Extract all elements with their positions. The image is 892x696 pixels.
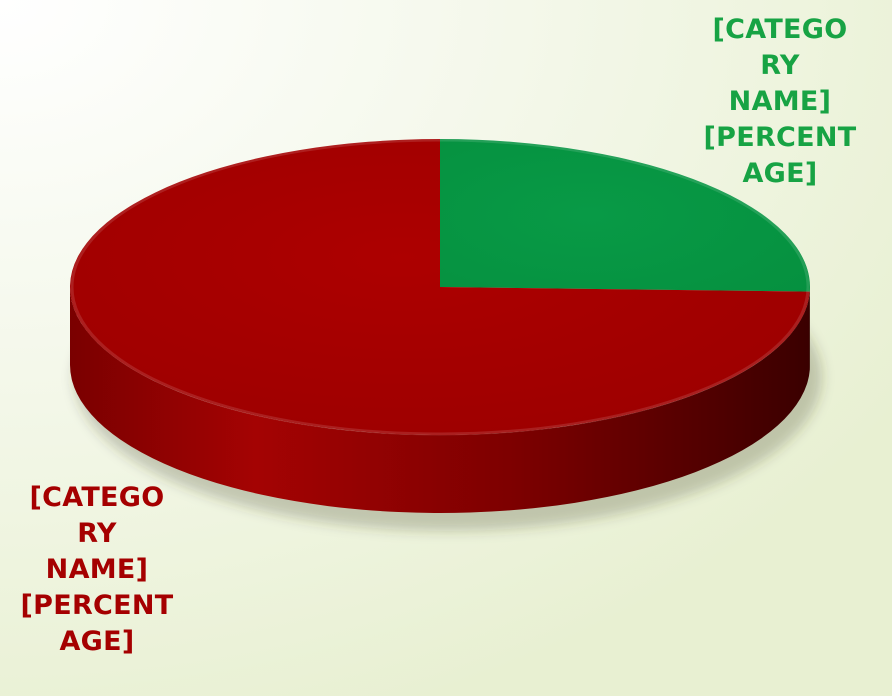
data-label-line: [CATEGO: [712, 14, 848, 45]
data-label-slice-2: [CATEGO RY NAME] [PERCENT AGE]: [12, 480, 182, 660]
data-label-line: NAME]: [728, 86, 832, 117]
data-label-line: AGE]: [59, 626, 135, 657]
pie-slice-1: [440, 139, 810, 292]
data-label-line: RY: [77, 518, 117, 549]
data-label-line: [CATEGO: [29, 482, 165, 513]
pie-slice-2: [70, 139, 810, 435]
pie-rim-highlight: [70, 138, 810, 436]
data-label-line: [PERCENT: [20, 590, 174, 621]
data-label-line: [PERCENT: [703, 122, 857, 153]
data-label-line: AGE]: [742, 158, 818, 189]
data-label-slice-1: [CATEGO RY NAME] [PERCENT AGE]: [695, 12, 865, 192]
pie-slice-side-2: [70, 287, 810, 514]
data-label-line: NAME]: [45, 554, 149, 585]
data-label-line: RY: [760, 50, 800, 81]
